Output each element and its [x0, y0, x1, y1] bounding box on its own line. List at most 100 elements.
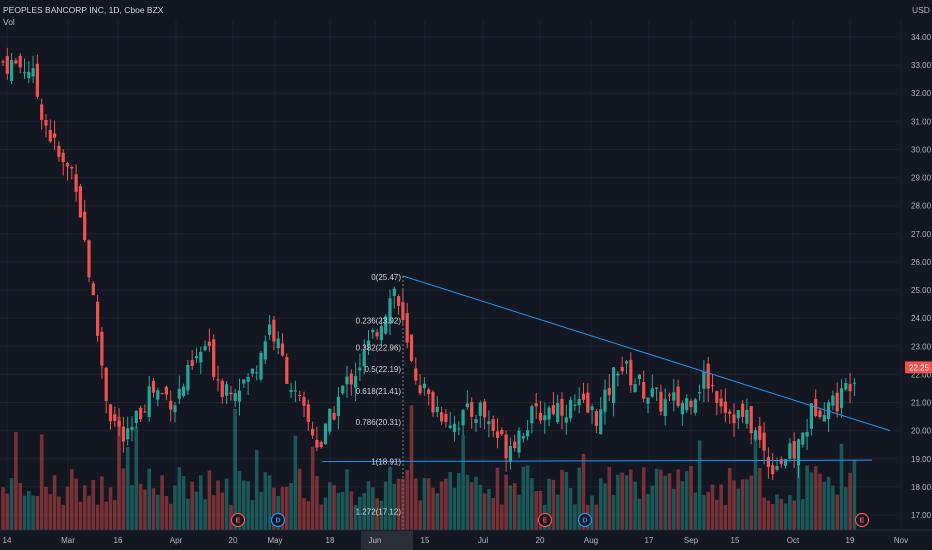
- candle-body: [332, 412, 336, 420]
- volume-bar: [525, 465, 530, 530]
- candle-body: [207, 341, 211, 346]
- volume-bar: [168, 503, 173, 530]
- volume-bar: [422, 477, 427, 530]
- volume-bar: [125, 447, 130, 530]
- candle-body: [629, 359, 633, 386]
- volume-bar: [702, 495, 706, 530]
- volume-bar: [435, 493, 440, 530]
- candle-body: [126, 428, 130, 440]
- volume-bar: [581, 453, 586, 530]
- volume-bar: [710, 484, 715, 530]
- volume-bar: [151, 488, 156, 530]
- time-tick-label: 16: [114, 536, 123, 545]
- candle-body: [177, 388, 181, 399]
- candle-body: [298, 395, 302, 397]
- volume-bar: [697, 440, 702, 530]
- candle-body: [508, 446, 512, 462]
- candle-body: [487, 421, 491, 425]
- candle-body: [839, 388, 844, 409]
- volume-bar: [100, 476, 104, 530]
- price-tick-label: 34.00: [911, 33, 932, 42]
- volume-bar: [740, 479, 745, 530]
- time-tick-label: Jun: [369, 536, 382, 545]
- candle-body: [91, 283, 95, 296]
- volume-bar: [65, 486, 70, 530]
- candle-body: [186, 364, 190, 391]
- chart-legend: PEOPLES BANCORP INC, 1D, Cboe BZX Vol: [3, 4, 163, 28]
- time-highlight: [361, 531, 413, 550]
- event-marker-letter: E: [236, 518, 241, 525]
- candle-body: [448, 425, 452, 428]
- volume-bar: [229, 504, 233, 530]
- event-marker-icon: [577, 512, 593, 528]
- price-tick-label: 29.00: [911, 174, 932, 183]
- volume-bar: [297, 468, 302, 530]
- price-axis[interactable]: 34.00 33.00 32.00 31.00 30.00 29.00 28.00 27.00…: [905, 33, 932, 520]
- candle-body: [65, 163, 70, 167]
- candle-body: [736, 410, 740, 419]
- candle-body: [263, 341, 267, 360]
- candle-body: [48, 130, 52, 142]
- volume-bar: [44, 486, 48, 530]
- time-axis[interactable]: 14 Mar 16 Apr 20 May 18 Jun 15 Jul 20 Aug 17 Sep 15 Oct…: [0, 529, 932, 550]
- candle-body: [809, 403, 813, 429]
- candle-body: [517, 430, 521, 453]
- candle-body: [852, 382, 856, 384]
- time-tick-label: 15: [421, 536, 430, 545]
- volume-bar: [340, 491, 345, 530]
- volume-bar: [392, 483, 397, 530]
- candle-body: [354, 375, 358, 388]
- volume-bar: [9, 478, 14, 530]
- candle-body: [689, 400, 693, 408]
- volume-bar: [14, 432, 18, 530]
- volume-bar: [693, 492, 698, 530]
- volume-bar: [551, 479, 556, 530]
- candle-body: [10, 60, 14, 82]
- fib-level-label: 1(18.91): [371, 457, 401, 466]
- candle-body: [379, 326, 383, 341]
- volume-bar: [646, 494, 650, 530]
- volume-bar: [667, 473, 672, 530]
- volume-bar: [160, 475, 164, 530]
- symbol-title[interactable]: PEOPLES BANCORP INC, 1D, Cboe BZX: [3, 5, 164, 15]
- candle-body: [758, 426, 762, 440]
- candle-body: [246, 377, 250, 382]
- time-tick-label: Apr: [170, 536, 183, 545]
- volume-indicator-label[interactable]: Vol: [3, 17, 15, 27]
- volume-bar: [332, 485, 336, 530]
- volume-bar: [431, 487, 435, 530]
- volume-bar: [61, 504, 65, 530]
- volume-bar: [577, 467, 581, 530]
- descending-trendline: [402, 275, 891, 432]
- time-tick-label: Sep: [684, 536, 699, 545]
- candle-body: [702, 371, 706, 389]
- volume-bar: [173, 485, 177, 530]
- volume-bar: [147, 468, 151, 530]
- candle-body: [560, 399, 564, 416]
- volume-bar: [345, 469, 349, 530]
- price-tick-label: 31.00: [911, 117, 932, 126]
- candle-body: [409, 334, 414, 361]
- volume-bar: [82, 485, 87, 530]
- candle-body: [513, 441, 517, 449]
- candle-body: [599, 409, 603, 434]
- volume-bar: [74, 478, 78, 530]
- price-tick-label: 32.00: [911, 89, 932, 98]
- price-tick-label: 20.00: [911, 427, 932, 436]
- volume-bar: [482, 493, 487, 530]
- candle-body: [440, 412, 444, 422]
- volume-bar: [706, 491, 710, 530]
- volume-bar: [388, 466, 392, 530]
- candle-body: [642, 382, 646, 399]
- candle-body: [745, 409, 749, 424]
- candle-body: [220, 380, 224, 397]
- candle-body: [698, 391, 702, 394]
- candle-body: [401, 302, 405, 320]
- candle-body: [452, 423, 457, 433]
- time-tick-label: Nov: [894, 536, 908, 545]
- volume-bar: [18, 482, 22, 530]
- candle-body: [590, 406, 594, 411]
- volume-bar: [91, 480, 96, 530]
- candle-body: [478, 402, 482, 416]
